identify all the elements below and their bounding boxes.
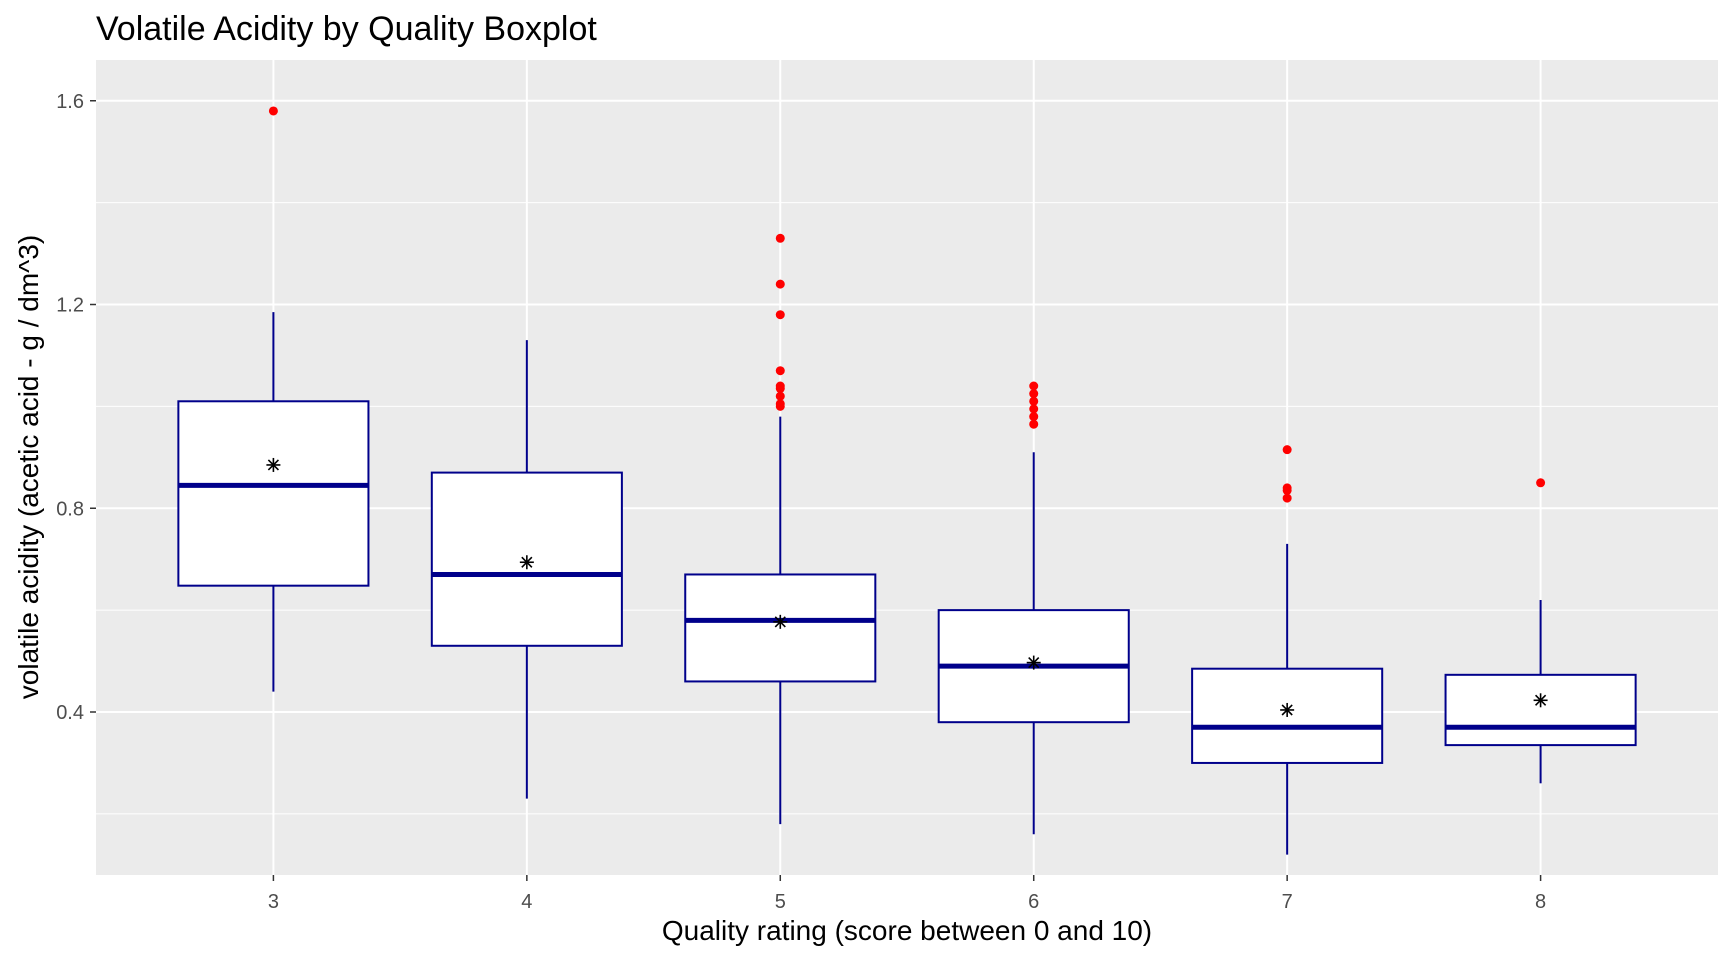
x-tick-label: 8 — [1535, 891, 1546, 913]
outlier-point — [1282, 445, 1292, 455]
outlier-point — [775, 233, 785, 243]
iqr-box — [177, 400, 370, 587]
x-axis-title: Quality rating (score between 0 and 10) — [662, 915, 1152, 946]
outlier-point — [268, 106, 278, 116]
outlier-point — [1282, 493, 1292, 503]
chart-title: Volatile Acidity by Quality Boxplot — [96, 10, 597, 48]
iqr-box — [1191, 667, 1384, 764]
mean-marker — [519, 555, 534, 570]
outlier-point — [775, 401, 785, 411]
x-tick-label: 4 — [521, 891, 532, 913]
y-tick-label: 0.4 — [56, 702, 84, 724]
box-7 — [1191, 445, 1384, 855]
outlier-point — [1029, 389, 1039, 399]
outlier-point — [775, 366, 785, 376]
y-axis-title: volatile acidity (acetic acid - g / dm^3… — [13, 235, 44, 699]
outlier-point — [775, 310, 785, 320]
mean-marker — [1026, 655, 1041, 670]
outlier-point — [1029, 404, 1039, 414]
outlier-point — [1029, 396, 1039, 406]
y-tick-label: 0.8 — [56, 498, 84, 520]
outlier-point — [1029, 419, 1039, 429]
x-tick-label: 5 — [775, 891, 786, 913]
mean-marker — [1533, 693, 1548, 708]
box-4 — [430, 340, 623, 799]
outlier-point — [775, 391, 785, 401]
box-5 — [684, 233, 877, 825]
x-tick-label: 3 — [268, 891, 279, 913]
x-tick-label: 6 — [1028, 891, 1039, 913]
y-axis-ticks: 0.4 0.8 1.2 1.6 — [56, 91, 96, 724]
y-tick-label: 1.6 — [56, 91, 84, 113]
x-tick-label: 7 — [1282, 891, 1293, 913]
outlier-point — [1536, 478, 1546, 488]
y-tick-label: 1.2 — [56, 295, 84, 317]
mean-marker — [773, 614, 788, 629]
iqr-box — [1444, 673, 1637, 747]
outlier-point — [775, 384, 785, 394]
box-3 — [177, 106, 370, 692]
x-axis-ticks: 3 4 5 6 7 8 — [268, 875, 1546, 913]
mean-marker — [1280, 702, 1295, 717]
box-8 — [1444, 478, 1637, 784]
outlier-point — [775, 279, 785, 289]
mean-marker — [266, 457, 281, 472]
outlier-point — [1282, 485, 1292, 495]
box-6 — [937, 381, 1130, 835]
outlier-point — [1029, 381, 1039, 391]
outlier-point — [1029, 412, 1039, 422]
box-series — [177, 106, 1637, 855]
